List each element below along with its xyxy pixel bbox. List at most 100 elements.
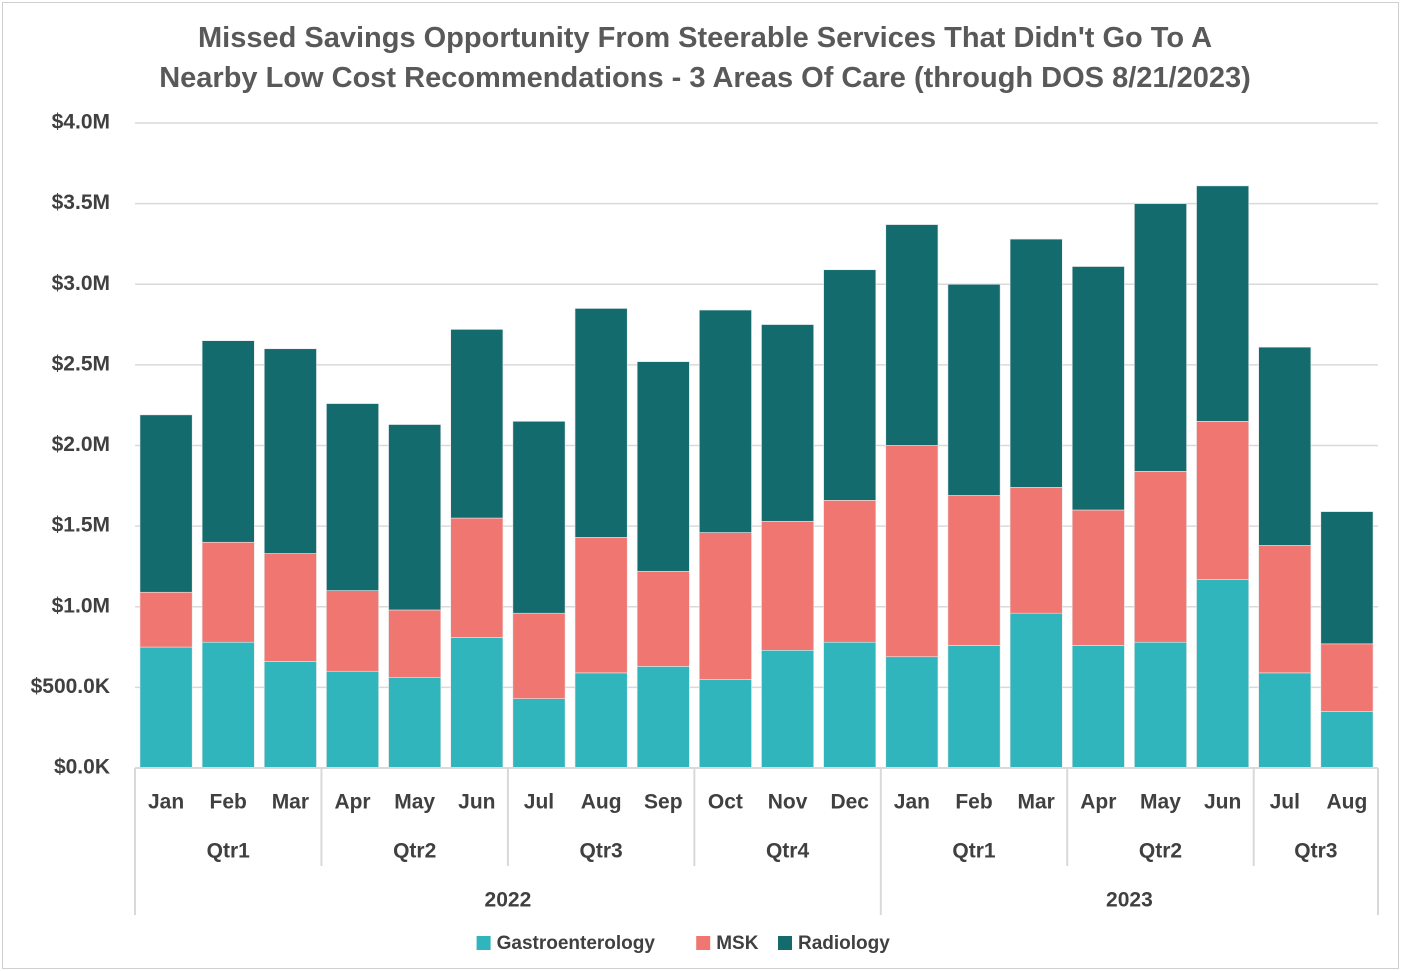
quarter-label: Qtr3	[1294, 840, 1337, 863]
bar-segment	[1196, 185, 1250, 422]
chart-title: Missed Savings Opportunity From Steerabl…	[159, 22, 1251, 94]
x-tick-label: Feb	[210, 791, 247, 814]
bar-segment	[326, 590, 379, 672]
bar-segment	[263, 348, 317, 554]
quarter-label: Qtr1	[952, 840, 996, 863]
legend-swatch	[476, 936, 491, 950]
bar-segment	[388, 609, 442, 678]
x-tick-label: Jan	[894, 791, 930, 814]
bar-segment	[761, 520, 814, 651]
legend-swatch	[778, 936, 792, 950]
x-tick-label: Jun	[1204, 791, 1241, 814]
quarter-label: Qtr3	[580, 840, 623, 863]
bar-segment	[450, 637, 504, 769]
legend-label: Gastroenterology	[497, 933, 656, 954]
bar-segment	[947, 495, 1001, 646]
bar-segment	[574, 537, 628, 674]
bar-segment	[201, 541, 255, 643]
x-tick-label: Feb	[955, 791, 992, 814]
y-tick-label: $1.5M	[52, 514, 110, 537]
quarter-label: Qtr1	[207, 840, 251, 863]
bar-segment	[1320, 511, 1374, 645]
x-tick-label: Sep	[644, 791, 683, 814]
bar-segment	[1009, 612, 1063, 769]
y-tick-label: $4.0M	[52, 111, 110, 134]
bar-segment	[636, 666, 690, 769]
quarter-label: Qtr2	[1139, 840, 1182, 863]
bar-segment	[636, 361, 690, 572]
x-tick-label: Jul	[1270, 791, 1300, 814]
bar-segment	[823, 641, 877, 769]
bar-segment	[1320, 711, 1374, 769]
bar-segment	[326, 670, 379, 769]
bar-segment	[1258, 346, 1312, 546]
bar-segment	[699, 532, 752, 680]
bar-segment	[1320, 643, 1374, 712]
bar-segment	[636, 570, 690, 667]
y-tick-label: $2.5M	[52, 352, 110, 375]
y-tick-label: $0.0K	[54, 756, 110, 779]
bar-segment	[1134, 203, 1187, 472]
x-tick-label: Mar	[272, 791, 309, 814]
bar-segment	[263, 661, 317, 769]
bar-segment	[699, 309, 752, 533]
bar-segment	[388, 424, 442, 611]
bar-segment	[512, 421, 566, 614]
x-tick-label: Aug	[581, 791, 622, 814]
bar-segment	[1196, 579, 1250, 769]
bar-segment	[947, 645, 1001, 769]
quarter-label: Qtr4	[766, 840, 810, 863]
y-tick-label: $2.0M	[52, 433, 110, 456]
x-tick-label: Jul	[524, 791, 554, 814]
bar-segment	[823, 500, 877, 643]
bar-segment	[139, 414, 193, 593]
year-label: 2022	[485, 889, 532, 912]
year-label: 2023	[1106, 889, 1153, 912]
bar-segment	[1258, 672, 1312, 769]
y-tick-label: $1.0M	[52, 594, 110, 617]
bar-segment	[1071, 266, 1125, 511]
x-tick-label: Oct	[708, 791, 743, 814]
x-tick-label: May	[394, 791, 435, 814]
bar-segment	[761, 649, 814, 769]
bar-segment	[388, 677, 442, 769]
quarter-label: Qtr2	[393, 840, 436, 863]
y-tick-label: $500.0K	[31, 675, 110, 698]
x-tick-label: Mar	[1017, 791, 1054, 814]
legend-label: MSK	[716, 933, 759, 954]
bar-segment	[885, 445, 939, 658]
bar-segment	[263, 553, 317, 662]
bar-segment	[1134, 641, 1187, 769]
bar-segment	[947, 283, 1001, 496]
bar-segment	[1071, 509, 1125, 646]
x-tick-label: Nov	[768, 791, 808, 814]
x-tick-label: Aug	[1327, 791, 1368, 814]
x-tick-label: Apr	[1080, 791, 1116, 814]
bar-segment	[761, 324, 814, 522]
legend-swatch	[696, 936, 711, 950]
legend-label: Radiology	[798, 933, 890, 954]
x-tick-label: Dec	[830, 791, 869, 814]
bar-segment	[1009, 238, 1063, 488]
bar-segment	[139, 591, 193, 648]
bar-segment	[450, 517, 504, 638]
bar-segment	[1009, 487, 1063, 614]
x-tick-label: Jan	[148, 791, 184, 814]
bar-segment	[512, 698, 566, 769]
bar-segment	[512, 612, 566, 699]
x-tick-label: May	[1140, 791, 1181, 814]
bar-segment	[1071, 645, 1125, 769]
bar-segment	[823, 269, 877, 501]
bar-segment	[574, 672, 628, 769]
bar-segment	[699, 679, 752, 769]
bar-segment	[1258, 545, 1312, 674]
y-tick-label: $3.5M	[52, 191, 110, 214]
y-tick-label: $3.0M	[52, 272, 110, 295]
bar-segment	[326, 403, 379, 591]
bar-segment	[1134, 470, 1187, 643]
bar-segment	[201, 340, 255, 543]
bar-segment	[201, 641, 255, 769]
